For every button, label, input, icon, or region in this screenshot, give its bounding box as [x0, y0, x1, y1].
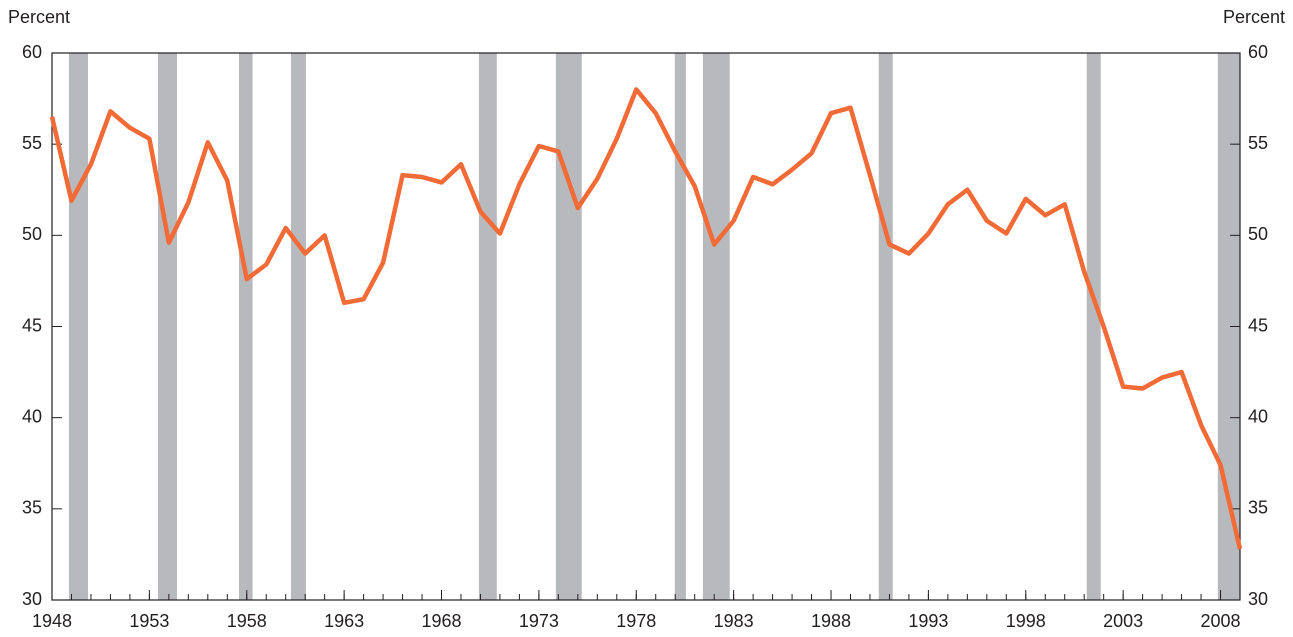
- recession-band: [878, 53, 893, 600]
- y2-tick-label: 60: [1248, 42, 1268, 62]
- x-tick-label: 2008: [1201, 611, 1241, 631]
- y2-tick-label: 30: [1248, 589, 1268, 609]
- y-tick-label: 45: [22, 315, 42, 335]
- y2-tick-label: 50: [1248, 224, 1268, 244]
- x-tick-label: 1958: [227, 611, 267, 631]
- recession-band: [290, 53, 306, 600]
- recession-band: [68, 53, 89, 600]
- recession-band: [238, 53, 253, 600]
- recession-band: [702, 53, 730, 600]
- y2-tick-label: 45: [1248, 315, 1268, 335]
- recession-band: [1217, 53, 1240, 600]
- y-tick-label: 35: [22, 498, 42, 518]
- recession-band: [478, 53, 497, 600]
- y2-axis-label: Percent: [1223, 7, 1285, 27]
- y-tick-label: 40: [22, 406, 42, 426]
- x-tick-label: 1968: [421, 611, 461, 631]
- x-tick-label: 1978: [616, 611, 656, 631]
- x-tick-label: 1998: [1006, 611, 1046, 631]
- x-tick-label: 1983: [714, 611, 754, 631]
- x-tick-label: 1993: [908, 611, 948, 631]
- x-tick-label: 1948: [32, 611, 72, 631]
- y-tick-label: 55: [22, 133, 42, 153]
- x-tick-label: 1963: [324, 611, 364, 631]
- plot-frame: [51, 52, 1241, 601]
- recession-band: [674, 53, 686, 600]
- recession-band: [157, 53, 178, 600]
- x-tick-label: 2003: [1103, 611, 1143, 631]
- y-tick-label: 30: [22, 589, 42, 609]
- recession-band: [1086, 53, 1101, 600]
- y2-tick-label: 35: [1248, 498, 1268, 518]
- y2-tick-label: 55: [1248, 133, 1268, 153]
- data-line: [49, 87, 1243, 550]
- x-tick-label: 1988: [811, 611, 851, 631]
- x-tick-label: 1973: [519, 611, 559, 631]
- y-tick-label: 50: [22, 224, 42, 244]
- y-axis-label: Percent: [8, 7, 70, 27]
- x-tick-label: 1953: [129, 611, 169, 631]
- recession-band: [555, 53, 582, 600]
- y-tick-label: 60: [22, 42, 42, 62]
- y2-tick-label: 40: [1248, 406, 1268, 426]
